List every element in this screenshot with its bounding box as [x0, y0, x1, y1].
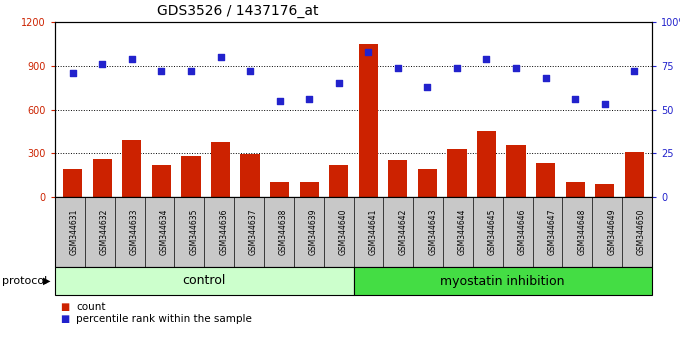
Point	[629, 68, 640, 74]
Point	[333, 80, 344, 86]
Bar	[63, 169, 82, 197]
Bar	[625, 152, 644, 197]
Bar	[477, 131, 496, 197]
Bar	[92, 159, 112, 197]
Point	[392, 65, 403, 70]
Text: GSM344636: GSM344636	[219, 209, 228, 255]
Text: GSM344631: GSM344631	[70, 209, 79, 255]
Bar	[388, 160, 407, 197]
Text: GSM344633: GSM344633	[130, 209, 139, 255]
Bar	[329, 165, 348, 197]
Text: GSM344635: GSM344635	[189, 209, 199, 255]
Text: ■: ■	[60, 302, 69, 312]
Text: GSM344645: GSM344645	[488, 209, 497, 255]
Bar	[122, 140, 141, 197]
Text: GSM344650: GSM344650	[637, 209, 646, 255]
Text: ▶: ▶	[42, 276, 50, 286]
Bar	[447, 149, 466, 197]
Text: GSM344632: GSM344632	[100, 209, 109, 255]
Text: GSM344649: GSM344649	[607, 209, 616, 255]
Point	[186, 68, 197, 74]
Text: GSM344646: GSM344646	[517, 209, 527, 255]
Text: GSM344639: GSM344639	[309, 209, 318, 255]
Text: GDS3526 / 1437176_at: GDS3526 / 1437176_at	[157, 4, 319, 18]
Text: control: control	[182, 274, 226, 287]
Point	[215, 54, 226, 60]
Point	[126, 56, 137, 62]
Text: count: count	[76, 302, 105, 312]
Point	[570, 96, 581, 102]
Point	[363, 49, 374, 55]
Point	[481, 56, 492, 62]
Bar	[211, 142, 230, 197]
Bar	[270, 182, 289, 197]
Bar	[182, 156, 201, 197]
Text: GSM344647: GSM344647	[547, 209, 556, 255]
Bar	[300, 182, 319, 197]
Point	[540, 75, 551, 81]
Point	[304, 96, 315, 102]
Point	[599, 101, 610, 107]
Bar	[536, 163, 555, 197]
Text: GSM344641: GSM344641	[369, 209, 377, 255]
Bar	[566, 182, 585, 197]
Point	[97, 61, 107, 67]
Text: GSM344634: GSM344634	[160, 209, 169, 255]
Text: protocol: protocol	[2, 276, 47, 286]
Point	[245, 68, 256, 74]
Text: GSM344643: GSM344643	[428, 209, 437, 255]
Bar	[507, 144, 526, 197]
Bar	[152, 165, 171, 197]
Point	[67, 70, 78, 76]
Point	[511, 65, 522, 70]
Text: GSM344640: GSM344640	[339, 209, 347, 255]
Point	[156, 68, 167, 74]
Bar	[241, 154, 260, 197]
Text: ■: ■	[60, 314, 69, 324]
Bar	[358, 44, 378, 197]
Point	[422, 84, 433, 90]
Text: GSM344638: GSM344638	[279, 209, 288, 255]
Text: percentile rank within the sample: percentile rank within the sample	[76, 314, 252, 324]
Text: myostatin inhibition: myostatin inhibition	[441, 274, 565, 287]
Text: GSM344648: GSM344648	[577, 209, 586, 255]
Bar	[595, 184, 614, 197]
Point	[452, 65, 462, 70]
Text: GSM344642: GSM344642	[398, 209, 407, 255]
Text: GSM344644: GSM344644	[458, 209, 467, 255]
Point	[274, 98, 285, 104]
Text: GSM344637: GSM344637	[249, 209, 258, 255]
Bar	[418, 169, 437, 197]
